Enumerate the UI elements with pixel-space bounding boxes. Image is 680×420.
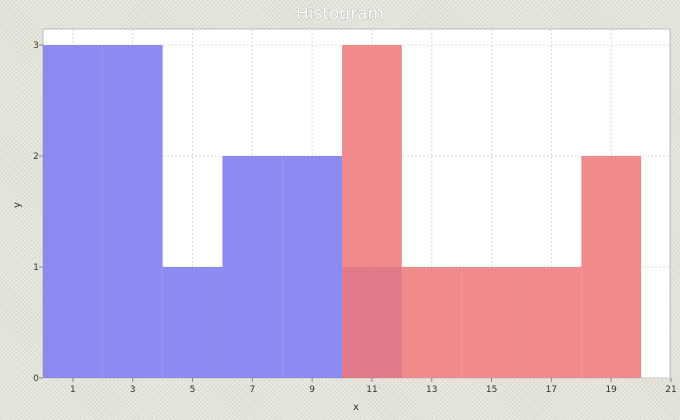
x-tick-label: 9 <box>309 385 315 395</box>
bars <box>43 45 642 378</box>
y-tick-label: 0 <box>33 374 39 384</box>
x-tick-label: 3 <box>130 385 136 395</box>
histogram-bar-1 <box>162 267 223 378</box>
histogram-bar-2 <box>342 45 402 378</box>
x-tick-label: 11 <box>366 385 377 395</box>
y-tick-label: 2 <box>33 152 39 162</box>
y-tick-label: 3 <box>33 41 39 51</box>
x-tick-label: 5 <box>190 385 196 395</box>
chart-title: Histogram <box>296 4 384 24</box>
histogram-bar-1 <box>102 45 163 378</box>
x-tick-label: 7 <box>249 385 255 395</box>
histogram-bar-1 <box>222 156 283 378</box>
x-tick-label: 15 <box>486 385 497 395</box>
histogram-bar-2 <box>401 267 462 378</box>
histogram-bar-2 <box>581 156 642 378</box>
y-tick-label: 1 <box>33 263 39 273</box>
x-tick-label: 21 <box>665 385 676 395</box>
histogram-bar-2 <box>461 267 522 378</box>
histogram-bar-1 <box>282 156 343 378</box>
x-axis-label: x <box>353 402 359 413</box>
x-tick-label: 19 <box>605 385 617 395</box>
x-tick-label: 17 <box>546 385 557 395</box>
y-axis-label: y <box>12 202 23 208</box>
x-tick-label: 1 <box>70 385 76 395</box>
x-tick-label: 13 <box>426 385 437 395</box>
histogram-bar-1 <box>43 45 103 378</box>
histogram-bar-2 <box>521 267 582 378</box>
